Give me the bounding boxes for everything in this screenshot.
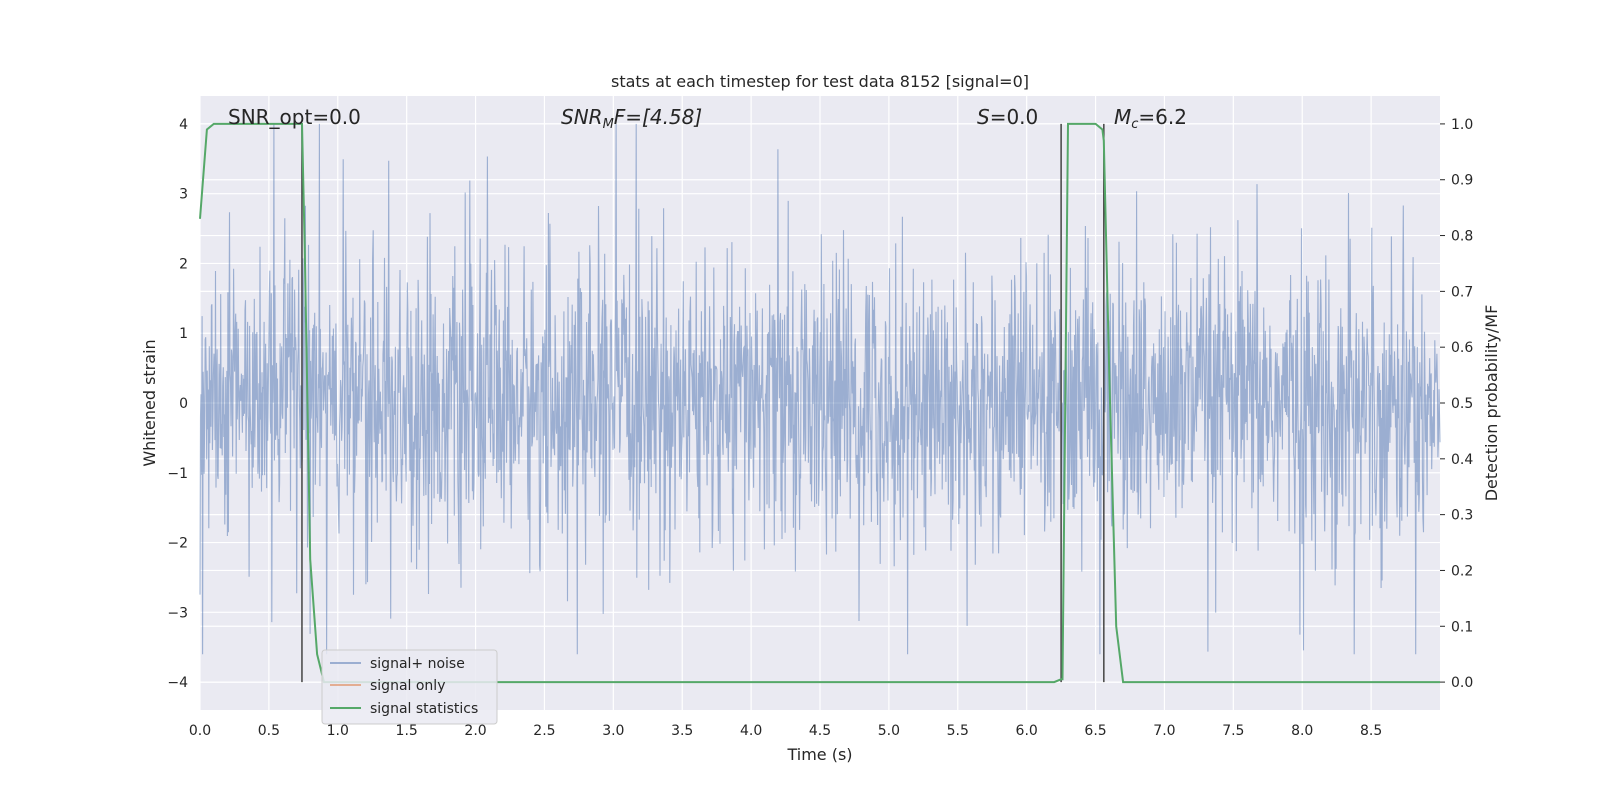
x-tick-label: 5.0 [878,723,900,739]
legend-label-signal-statistics: signal statistics [370,701,478,717]
right-tick-label: 0.3 [1451,508,1473,524]
x-tick-label: 8.5 [1360,723,1382,739]
right-tick-label: 0.6 [1451,340,1473,356]
noise-line [199,123,1441,655]
left-tick-label: 0 [179,396,188,412]
x-tick-label: 7.0 [1153,723,1175,739]
legend-label-signal-only: signal only [370,678,445,694]
x-tick-label: 1.0 [327,723,349,739]
x-tick-label: 4.5 [809,723,831,739]
y-ticks-left: 4 3 2 1 0 −1 −2 −3 −4 [167,117,188,691]
right-tick-label: 0.5 [1451,396,1473,412]
left-tick-label: 1 [179,326,188,342]
chart-title: stats at each timestep for test data 815… [611,72,1029,91]
x-tick-label: 6.0 [1016,723,1038,739]
annotation-snr-mf-main: SNR [561,105,603,129]
right-tick-label: 0.8 [1451,229,1473,245]
legend: signal+ noise signal only signal statist… [321,649,498,725]
vertical-markers [301,123,1105,683]
annotation-mc-rest: =6.2 [1138,105,1187,129]
legend-label-signal-plus-noise: signal+ noise [370,656,465,672]
annotation-snr-mf: SNRMF=[4.58] [561,105,702,132]
annotation-mc: Mc=6.2 [1114,105,1187,132]
x-ticks: 0.0 0.5 1.0 1.5 2.0 2.5 3.0 3.5 4.0 4.5 5.0 5.5 6.0 6… [189,723,1382,739]
annotation-s-rest: =0.0 [990,105,1039,129]
right-tick-label: 1.0 [1451,117,1473,133]
x-tick-label: 0.0 [189,723,211,739]
left-tick-label: 4 [179,117,188,133]
series-signal-plus-noise [199,123,1441,655]
annotation-mc-main: M [1114,105,1131,129]
x-tick-label: 3.0 [602,723,624,739]
annotation-mc-sub: c [1131,117,1138,132]
right-tick-label: 0.4 [1451,452,1473,468]
x-tick-label: 7.5 [1222,723,1244,739]
left-tick-label: −2 [167,536,188,552]
x-tick-label: 4.0 [740,723,762,739]
annotation-snr-opt: SNR_opt=0.0 [228,105,361,129]
right-tick-label: 0.0 [1451,675,1473,691]
right-tick-label: 0.7 [1451,284,1473,300]
x-tick-label: 3.5 [671,723,693,739]
left-tick-label: 2 [179,256,188,272]
y-ticks-right: 1.0 0.9 0.8 0.7 0.6 0.5 0.4 0.3 0.2 0.1 0.0 [1440,117,1473,691]
x-tick-label: 2.0 [464,723,486,739]
statistics-line [199,122,1440,684]
left-tick-label: −4 [167,675,188,691]
right-tick-label: 0.9 [1451,173,1473,189]
y-axis-label-left: Whitened strain [140,339,159,466]
x-tick-label: 8.0 [1291,723,1313,739]
annotation-snr-mf-sub: M [603,117,614,132]
annotation-s-main: S [977,105,990,129]
x-axis-label: Time (s) [786,745,852,764]
annotation-snr-mf-rest: F=[4.58] [614,105,702,129]
left-tick-label: −3 [167,605,188,621]
left-tick-label: 3 [179,187,188,203]
right-tick-label: 0.1 [1451,619,1473,635]
left-tick-label: −1 [167,466,188,482]
x-tick-label: 5.5 [947,723,969,739]
x-tick-label: 0.5 [258,723,280,739]
series-signal-statistics [199,122,1440,684]
right-tick-label: 0.2 [1451,563,1473,579]
legend-box [321,649,498,725]
x-tick-label: 1.5 [396,723,418,739]
annotation-s: S=0.0 [977,105,1038,129]
y-axis-label-right: Detection probability/MF [1482,305,1501,502]
x-tick-label: 2.5 [533,723,555,739]
x-tick-label: 6.5 [1084,723,1106,739]
